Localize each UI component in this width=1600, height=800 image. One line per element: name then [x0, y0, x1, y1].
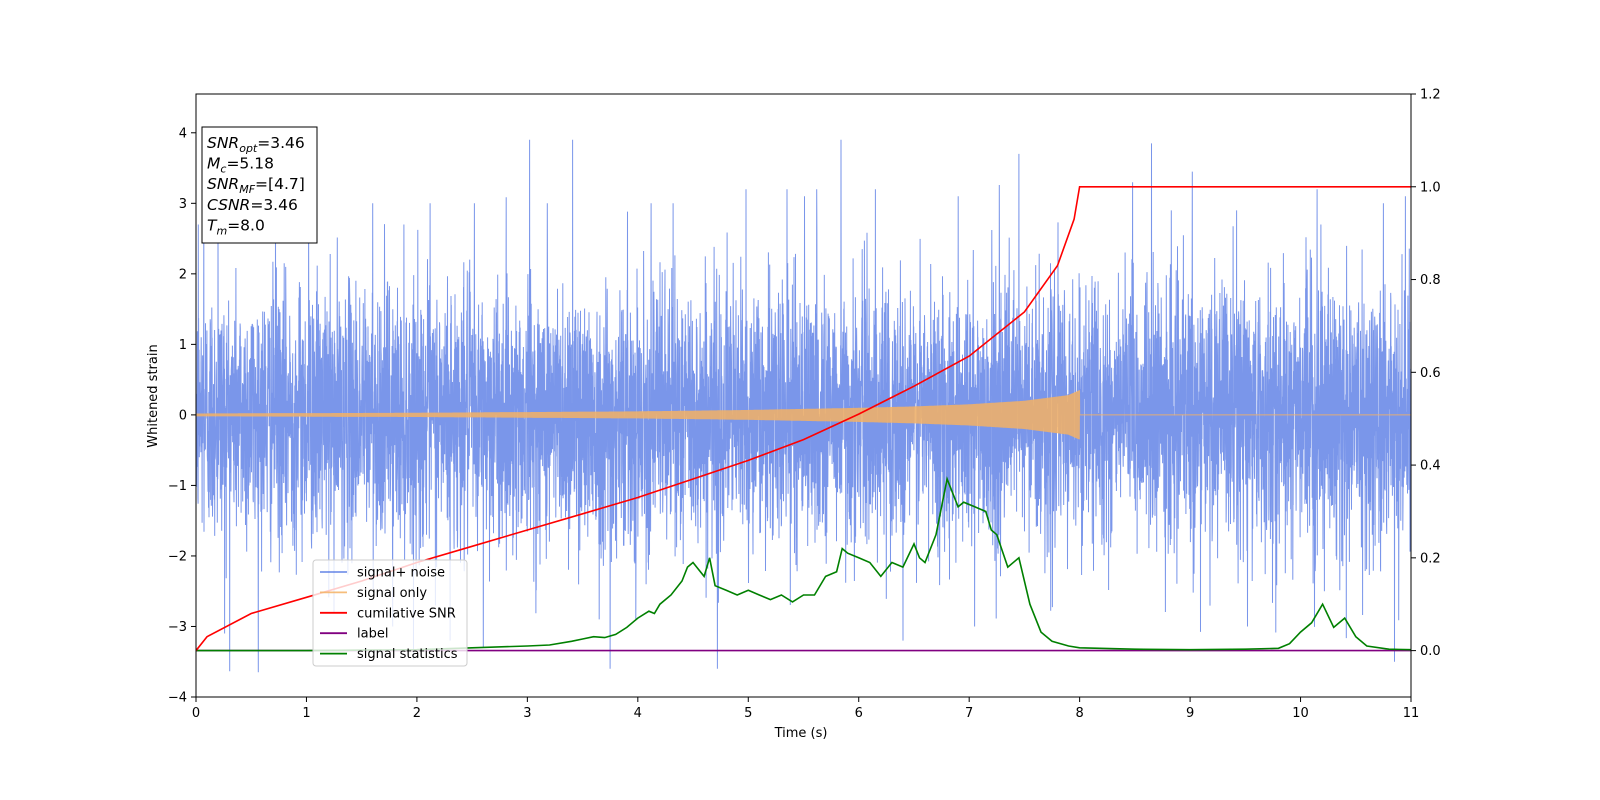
y-tick-label: 1 — [179, 338, 187, 353]
x-tick-label: 6 — [855, 706, 863, 721]
legend-entry: signal+ noise — [357, 566, 445, 581]
y2-tick-label: 0.4 — [1420, 459, 1441, 474]
y2-tick-label: 0.6 — [1420, 366, 1441, 381]
x-tick-label: 10 — [1292, 706, 1309, 721]
y-tick-label: 3 — [179, 197, 187, 212]
x-tick-label: 2 — [413, 706, 421, 721]
x-tick-label: 7 — [965, 706, 973, 721]
y-tick-label: −1 — [168, 479, 187, 494]
x-tick-label: 0 — [192, 706, 200, 721]
info-line: SNRopt=3.46 — [207, 134, 305, 155]
info-line: Mc=5.18 — [207, 155, 274, 176]
legend-entry: signal only — [357, 586, 427, 601]
legend: signal+ noise signal only cumilative SNR la… — [312, 559, 468, 667]
info-line: CSNR=3.46 — [207, 196, 298, 214]
y2-tick-label: 1.2 — [1420, 88, 1441, 103]
x-tick-label: 8 — [1075, 706, 1083, 721]
y-tick-label: −3 — [168, 620, 187, 635]
y-tick-label: 4 — [179, 126, 187, 141]
x-tick-label: 9 — [1186, 706, 1194, 721]
y2-tick-label: 1.0 — [1420, 180, 1441, 195]
signal-statistics-line — [196, 476, 1411, 652]
info-line: SNRMF=[4.7] — [207, 175, 305, 196]
signal-only-line — [196, 390, 1411, 440]
y2-tick-label: 0.0 — [1420, 644, 1441, 659]
axes: 0 1 2 3 4 5 6 7 8 9 10 11 −4 −3 −2 −1 0 1 2 3 4 0.0 0.2 0.4 0.6 0… — [168, 88, 1441, 722]
x-axis-label: Time (s) — [774, 726, 828, 741]
y2-tick-label: 0.2 — [1420, 551, 1441, 566]
x-tick-label: 11 — [1403, 706, 1420, 721]
y-tick-label: −2 — [168, 549, 187, 564]
y-axis-label: Whitened strain — [146, 344, 161, 447]
info-line: Tm=8.0 — [207, 216, 265, 237]
legend-entry: cumilative SNR — [357, 606, 456, 621]
y-tick-label: −4 — [168, 691, 187, 706]
x-tick-label: 5 — [744, 706, 752, 721]
x-tick-label: 3 — [523, 706, 531, 721]
y2-tick-label: 0.8 — [1420, 273, 1441, 288]
plot-frame — [195, 93, 1412, 698]
legend-frame — [312, 559, 468, 667]
y-tick-label: 0 — [179, 408, 187, 423]
y-tick-label: 2 — [179, 267, 187, 282]
info-box-frame — [201, 126, 318, 244]
x-tick-label: 1 — [302, 706, 310, 721]
signal-only-series — [196, 390, 1411, 440]
legend-entry: signal statistics — [357, 647, 458, 662]
x-tick-label: 4 — [634, 706, 642, 721]
legend-entry: label — [357, 627, 388, 642]
